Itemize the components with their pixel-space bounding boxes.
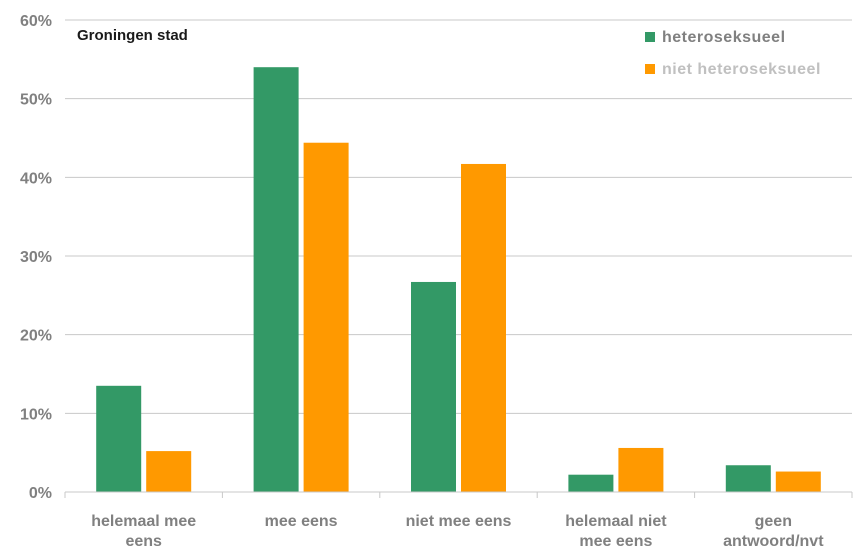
bar-niet-heteroseksueel xyxy=(775,471,821,492)
x-category-label-line: mee eens xyxy=(579,533,652,550)
y-tick-label: 60% xyxy=(20,13,52,30)
y-tick-label: 30% xyxy=(20,249,52,266)
bar-niet-heteroseksueel xyxy=(146,451,192,492)
x-category-label-line: mee eens xyxy=(265,513,338,530)
x-category-label: mee eens xyxy=(265,513,338,530)
x-category-label-line: eens xyxy=(125,533,162,550)
legend-label: niet heteroseksueel xyxy=(662,61,821,78)
bar-heteroseksueel xyxy=(411,281,456,492)
x-axis-categories: helemaal mee eens mee eens niet mee eens hel… xyxy=(91,513,824,550)
legend: heteroseksueel niet heteroseksueel xyxy=(645,29,821,78)
x-category-label-line: geen xyxy=(755,513,792,530)
y-tick-label: 40% xyxy=(20,170,52,187)
x-category-label: helemaal niet mee eens xyxy=(565,513,667,550)
bar-niet-heteroseksueel xyxy=(461,163,506,492)
bar-heteroseksueel xyxy=(568,474,614,492)
y-tick-label: 10% xyxy=(20,406,52,423)
x-category-label-line: helemaal mee xyxy=(91,513,196,530)
legend-label: heteroseksueel xyxy=(662,29,786,46)
legend-swatch xyxy=(645,64,655,74)
x-category-label: helemaal mee eens xyxy=(91,513,196,550)
x-category-label-line: niet mee eens xyxy=(406,513,512,530)
y-axis-ticks: 0% 10% 20% 30% 40% 50% 60% xyxy=(20,13,52,502)
bar-niet-heteroseksueel xyxy=(303,142,349,492)
x-category-label: niet mee eens xyxy=(406,513,512,530)
y-tick-label: 50% xyxy=(20,92,52,109)
chart-title: Groningen stad xyxy=(77,27,188,44)
bar-niet-heteroseksueel xyxy=(618,447,664,492)
bar-heteroseksueel xyxy=(725,465,771,492)
legend-swatch xyxy=(645,32,655,42)
y-tick-label: 0% xyxy=(29,485,52,502)
bars xyxy=(96,67,821,492)
gridlines xyxy=(65,19,852,414)
bar-heteroseksueel xyxy=(253,67,299,492)
x-axis-tick-marks xyxy=(64,492,853,498)
bar-heteroseksueel xyxy=(96,385,142,492)
y-tick-label: 20% xyxy=(20,328,52,345)
x-category-label-line: antwoord/nvt xyxy=(723,533,824,550)
x-category-label: geen antwoord/nvt xyxy=(723,513,824,550)
x-category-label-line: helemaal niet xyxy=(565,513,667,530)
